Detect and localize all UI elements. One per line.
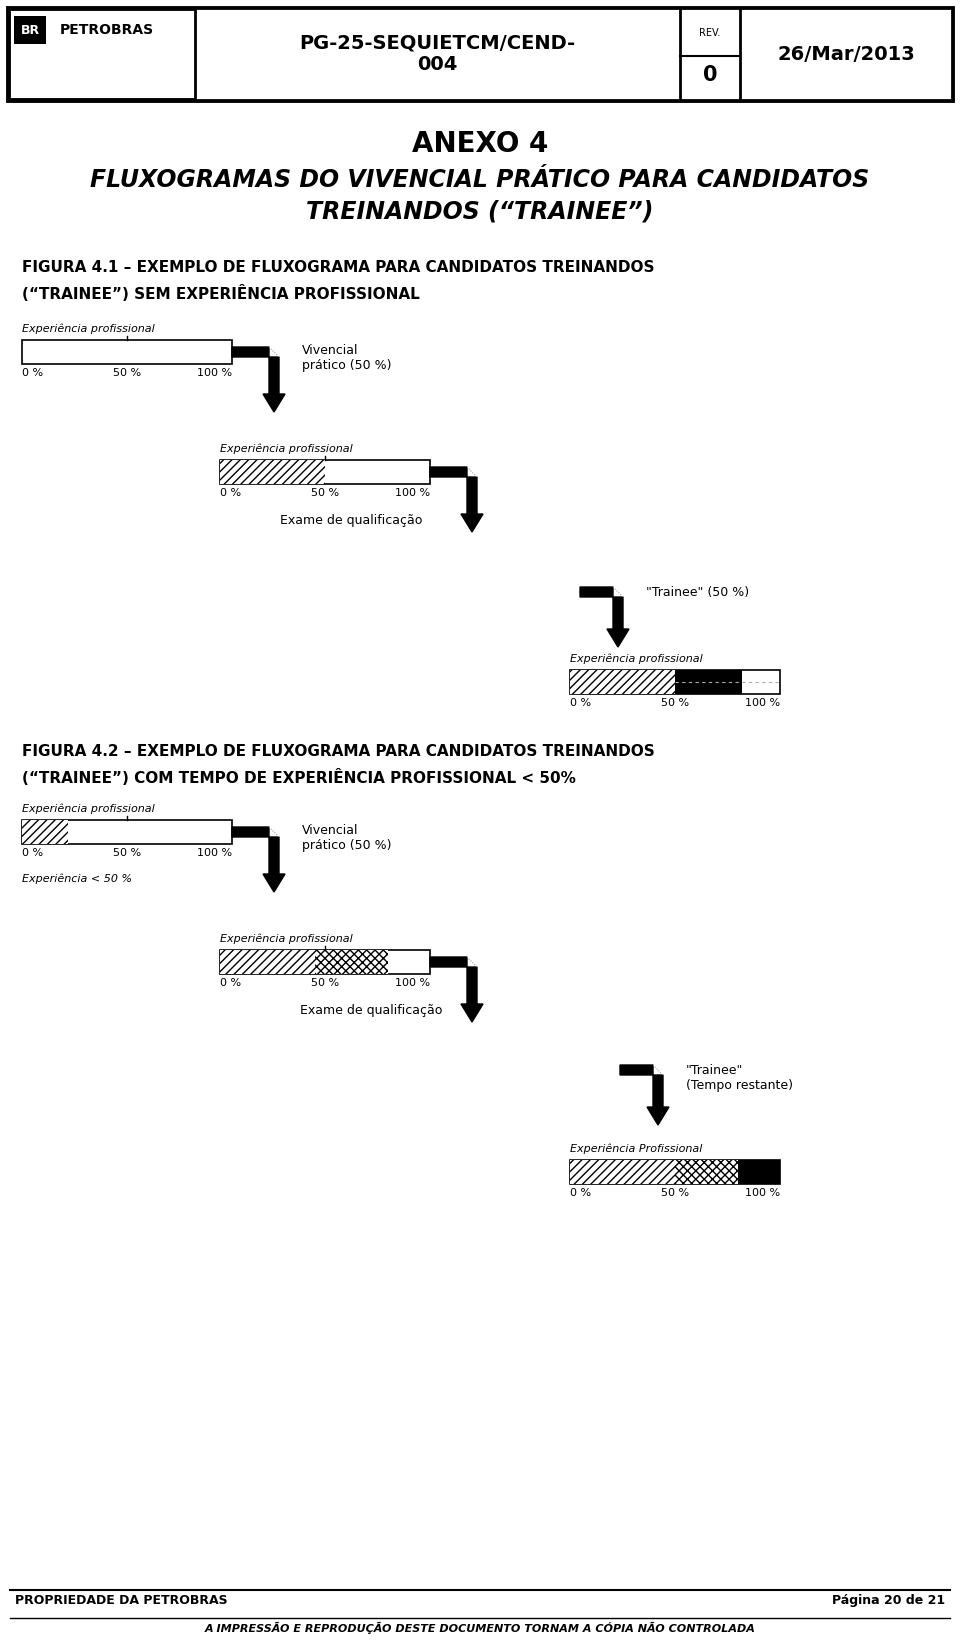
Bar	[675, 1160, 738, 1184]
Bar	[14, 16, 46, 44]
Text: (“TRAINEE”) COM TEMPO DE EXPERIÊNCIA PROFISSIONAL < 50%: (“TRAINEE”) COM TEMPO DE EXPERIÊNCIA PRO…	[22, 768, 576, 786]
Text: A IMPRESSÃO E REPRODUÇÃO DESTE DOCUMENTO TORNAM A CÓPIA NÃO CONTROLADA: A IMPRESSÃO E REPRODUÇÃO DESTE DOCUMENTO…	[204, 1622, 756, 1633]
Bar	[570, 670, 675, 694]
Text: Experiência profissional: Experiência profissional	[22, 324, 155, 334]
Text: 100 %: 100 %	[395, 489, 430, 498]
Text: Experiência profissional: Experiência profissional	[220, 934, 352, 944]
Bar	[195, 8, 952, 100]
Text: 50 %: 50 %	[113, 849, 141, 859]
Text: Página 20 de 21: Página 20 de 21	[832, 1594, 945, 1607]
Bar	[8, 8, 952, 100]
Bar	[220, 461, 325, 484]
Text: 50 %: 50 %	[660, 697, 689, 707]
Text: 50 %: 50 %	[311, 979, 339, 989]
Polygon shape	[232, 827, 285, 892]
Text: 0: 0	[703, 66, 717, 86]
Text: Exame de qualificação: Exame de qualificação	[280, 513, 422, 526]
Bar	[315, 951, 388, 974]
Text: 50 %: 50 %	[113, 368, 141, 378]
Text: FIGURA 4.2 – EXEMPLO DE FLUXOGRAMA PARA CANDIDATOS TREINANDOS: FIGURA 4.2 – EXEMPLO DE FLUXOGRAMA PARA …	[22, 744, 655, 758]
Bar	[220, 951, 430, 974]
Text: 0 %: 0 %	[570, 697, 591, 707]
Text: 100 %: 100 %	[395, 979, 430, 989]
Text: Experiência Profissional: Experiência Profissional	[570, 1143, 703, 1155]
Text: PG-25-SEQUIETCM/CEND-
004: PG-25-SEQUIETCM/CEND- 004	[300, 33, 576, 74]
Polygon shape	[620, 1064, 669, 1125]
Text: Vivencial
prático (50 %): Vivencial prático (50 %)	[302, 824, 392, 852]
Text: Experiência profissional: Experiência profissional	[570, 655, 703, 665]
Text: 100 %: 100 %	[197, 849, 232, 859]
Text: BR: BR	[20, 23, 39, 36]
Text: "Trainee"
(Tempo restante): "Trainee" (Tempo restante)	[686, 1064, 793, 1092]
Bar	[675, 670, 742, 694]
Text: 0 %: 0 %	[220, 979, 241, 989]
Bar	[738, 1160, 780, 1184]
Text: ANEXO 4: ANEXO 4	[412, 130, 548, 158]
Text: 0 %: 0 %	[570, 1188, 591, 1198]
Text: Vivencial
prático (50 %): Vivencial prático (50 %)	[302, 344, 392, 372]
Text: 0 %: 0 %	[22, 368, 43, 378]
Text: "Trainee" (50 %): "Trainee" (50 %)	[646, 586, 749, 599]
Bar	[22, 341, 232, 364]
Bar	[22, 819, 68, 844]
Text: PROPRIEDADE DA PETROBRAS: PROPRIEDADE DA PETROBRAS	[15, 1594, 228, 1607]
Bar	[220, 461, 430, 484]
Bar	[570, 1160, 675, 1184]
Polygon shape	[580, 587, 629, 646]
Text: FLUXOGRAMAS DO VIVENCIAL PRÁTICO PARA CANDIDATOS: FLUXOGRAMAS DO VIVENCIAL PRÁTICO PARA CA…	[90, 168, 870, 192]
Text: 100 %: 100 %	[197, 368, 232, 378]
Text: (“TRAINEE”) SEM EXPERIÊNCIA PROFISSIONAL: (“TRAINEE”) SEM EXPERIÊNCIA PROFISSIONAL	[22, 285, 420, 303]
Text: 0 %: 0 %	[22, 849, 43, 859]
Text: FIGURA 4.1 – EXEMPLO DE FLUXOGRAMA PARA CANDIDATOS TREINANDOS: FIGURA 4.1 – EXEMPLO DE FLUXOGRAMA PARA …	[22, 260, 655, 275]
Bar	[220, 951, 315, 974]
Bar	[22, 819, 232, 844]
Polygon shape	[430, 957, 483, 1022]
Text: Experiência profissional: Experiência profissional	[22, 804, 155, 814]
Text: 50 %: 50 %	[660, 1188, 689, 1198]
Text: 50 %: 50 %	[311, 489, 339, 498]
Text: Experiência profissional: Experiência profissional	[220, 444, 352, 454]
Text: 26/Mar/2013: 26/Mar/2013	[778, 44, 915, 64]
Bar	[570, 670, 780, 694]
Bar	[570, 1160, 780, 1184]
Text: TREINANDOS (“TRAINEE”): TREINANDOS (“TRAINEE”)	[306, 201, 654, 224]
Text: Exame de qualificação: Exame de qualificação	[300, 1003, 443, 1017]
Text: Experiência < 50 %: Experiência < 50 %	[22, 873, 132, 885]
Text: 100 %: 100 %	[745, 697, 780, 707]
Text: 100 %: 100 %	[745, 1188, 780, 1198]
Text: 0 %: 0 %	[220, 489, 241, 498]
Text: PETROBRAS: PETROBRAS	[60, 23, 155, 36]
Polygon shape	[232, 347, 285, 411]
Text: REV.: REV.	[699, 28, 721, 38]
Polygon shape	[430, 467, 483, 531]
